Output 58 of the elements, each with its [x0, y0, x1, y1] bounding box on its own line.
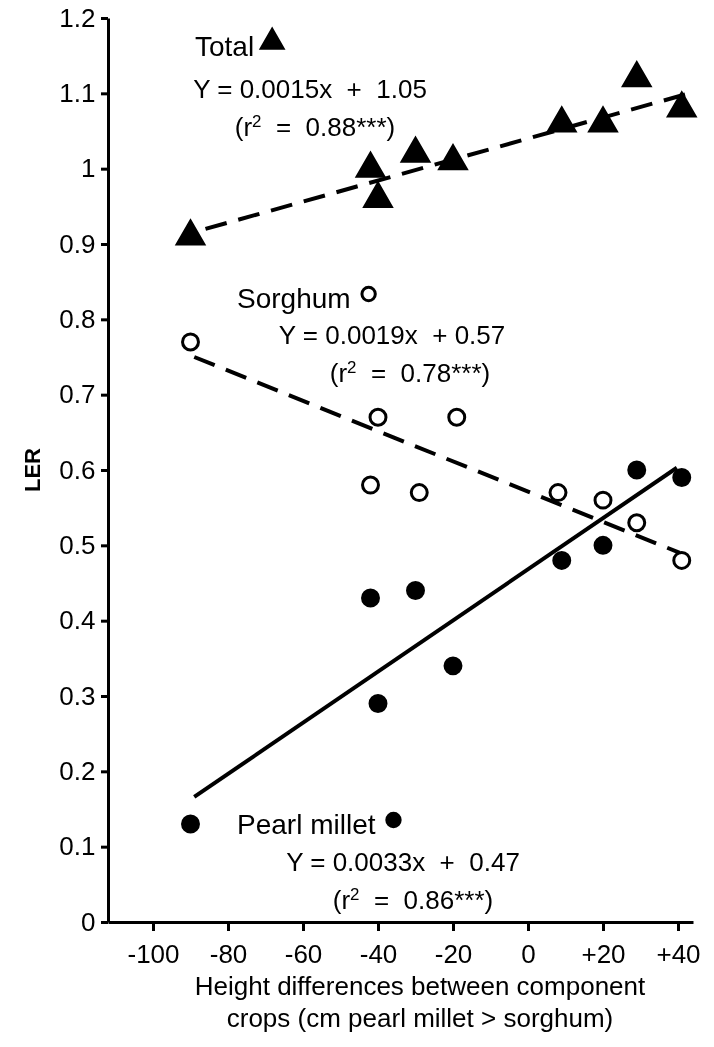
x-tick-label: -60: [284, 938, 323, 969]
point: [593, 535, 613, 555]
x-tick-label: +20: [581, 938, 626, 969]
y-tick-label: 0.7: [59, 379, 96, 410]
annotation: Y = 0.0033x + 0.47: [286, 847, 520, 877]
y-axis-title: LER: [20, 447, 45, 492]
y-tick-label: 0.4: [59, 605, 96, 636]
x-tick-label: -80: [209, 938, 248, 969]
x-axis-title: Height differences between component crops (cm pearl millet > sorghum): [194, 971, 647, 1033]
point: [181, 332, 200, 352]
point: [443, 656, 463, 676]
annotation: (r$^{2}$ = 0.88***): [234, 111, 396, 142]
annotation: Y = 0.0019x + 0.57: [278, 320, 506, 350]
y-tick-label: 0.5: [59, 530, 96, 561]
x-tick-label: -20: [434, 938, 473, 969]
x-tick-label: -100: [127, 938, 180, 969]
y-tick-label: 1.1: [59, 78, 96, 109]
legend-label: Pearl millet: [237, 809, 376, 840]
y-tick-label: 0.2: [59, 756, 96, 787]
y-tick-label: 0.3: [59, 680, 96, 711]
annotation: (r$^{2}$ = 0.78***): [329, 357, 491, 388]
x-tick-label: 0: [521, 938, 536, 969]
point: [622, 61, 652, 88]
point: [363, 182, 393, 208]
point: [627, 513, 647, 533]
point: [400, 136, 431, 163]
y-tick-label: 0.9: [59, 228, 96, 259]
point: [588, 106, 618, 133]
point: [361, 475, 380, 495]
point: [593, 490, 613, 510]
annotation: (r$^{2}$ = 0.86***): [332, 884, 494, 915]
legend-label: Total: [195, 31, 255, 62]
y-tick-label: 1.2: [59, 2, 96, 33]
point: [552, 550, 572, 570]
point: [361, 588, 380, 608]
annotation: Y = 0.0015x + 1.05: [193, 74, 427, 104]
point: [447, 407, 467, 427]
y-tick-label: 0: [80, 906, 96, 937]
x-tick-label: +40: [656, 938, 701, 969]
y-tick-label: 0.1: [59, 831, 96, 862]
point: [368, 694, 388, 713]
legend-label: Sorghum: [237, 283, 351, 314]
point: [547, 106, 577, 133]
point: [406, 581, 425, 600]
point: [627, 460, 647, 480]
point: [368, 407, 388, 427]
point: [409, 483, 429, 503]
point: [548, 483, 568, 503]
point: [438, 144, 468, 171]
y-tick-label: 0.6: [59, 454, 96, 485]
point: [672, 468, 692, 487]
point: [667, 91, 697, 118]
point: [355, 151, 386, 178]
x-tick-label: -40: [359, 938, 398, 969]
y-tick-label: 0.8: [59, 304, 96, 335]
point: [175, 219, 206, 246]
point: [672, 550, 692, 570]
y-tick-label: 1: [80, 153, 96, 184]
